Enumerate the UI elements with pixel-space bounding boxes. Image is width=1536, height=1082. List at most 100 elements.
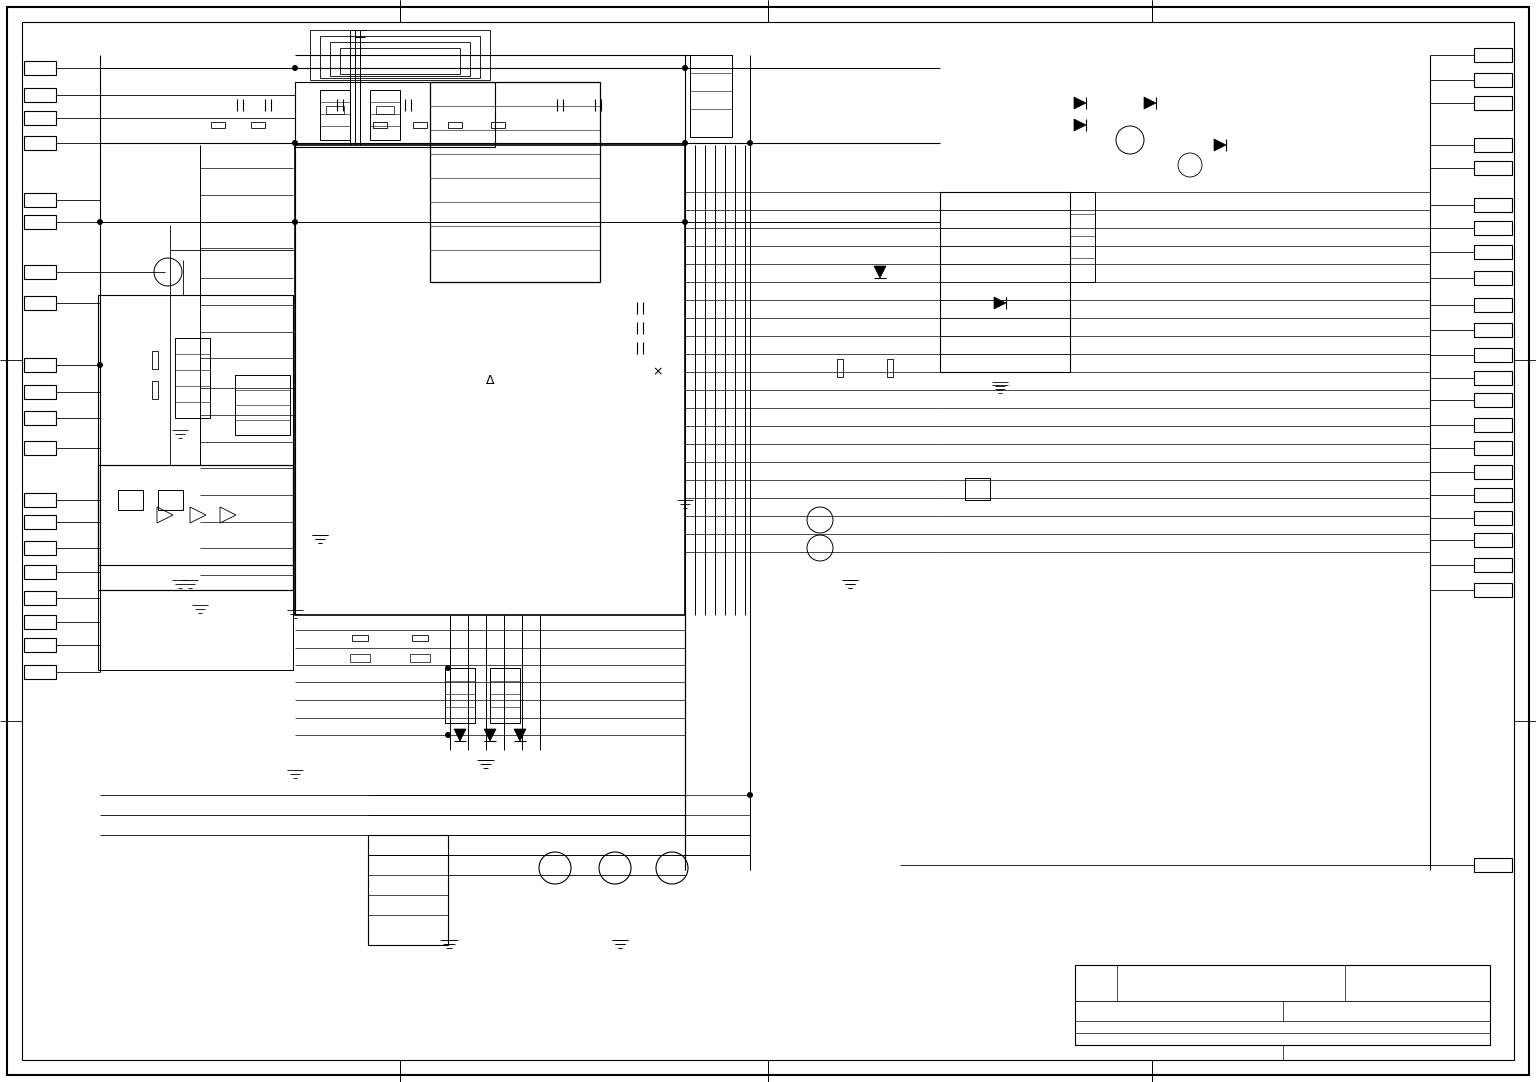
Polygon shape [874,266,886,278]
Circle shape [682,219,688,225]
Bar [25,111,55,126]
Bar [210,122,224,128]
Bar [376,106,395,114]
Bar [1475,96,1511,110]
Polygon shape [515,729,525,741]
Bar [1475,221,1511,235]
Bar [1475,488,1511,502]
Bar [940,192,1071,372]
Bar [152,381,158,399]
Bar [25,265,55,279]
Bar [25,565,55,579]
Bar [25,665,55,679]
Bar [445,668,475,723]
Bar [98,465,293,590]
Circle shape [746,140,753,146]
Circle shape [292,140,298,146]
Bar [837,359,843,377]
Bar [965,478,991,500]
Bar [1475,48,1511,62]
Bar [250,122,266,128]
Bar [1475,441,1511,456]
Bar [1475,270,1511,285]
Bar [1475,324,1511,337]
Bar [886,359,892,377]
Bar [449,122,462,128]
Bar [1475,348,1511,362]
Circle shape [746,792,753,799]
Bar [1075,965,1490,1045]
Bar [1475,72,1511,87]
Bar [158,490,183,510]
Bar [1475,161,1511,175]
Circle shape [292,219,298,225]
Bar [352,635,369,641]
Bar [330,42,470,76]
Polygon shape [1213,138,1226,151]
Bar [25,136,55,150]
Bar [25,385,55,399]
Text: Δ: Δ [485,373,495,386]
Circle shape [445,665,452,671]
Bar [98,295,293,565]
Circle shape [445,733,452,738]
Polygon shape [1074,119,1086,131]
Bar [430,82,601,282]
Bar [98,590,293,670]
Bar [1475,583,1511,597]
Bar [118,490,143,510]
Bar [25,493,55,507]
Bar [25,215,55,229]
Bar [25,591,55,605]
Bar [1475,418,1511,432]
Bar [295,82,495,147]
Circle shape [97,219,103,225]
Bar [370,90,399,140]
Bar [25,358,55,372]
Bar [25,193,55,207]
Bar [25,296,55,311]
Bar [1475,138,1511,151]
Bar [339,48,459,74]
Polygon shape [994,296,1006,309]
Circle shape [97,362,103,368]
Bar [25,515,55,529]
Bar [310,30,490,80]
Polygon shape [484,729,496,741]
Bar [373,122,387,128]
Bar [1475,511,1511,525]
Bar [492,122,505,128]
Bar [319,36,479,78]
Bar [1475,465,1511,479]
Bar [1475,393,1511,407]
Bar [1475,558,1511,572]
Bar [295,145,685,615]
Bar [25,441,55,456]
Bar [326,106,344,114]
Bar [1475,198,1511,212]
Bar [152,351,158,369]
Bar [690,55,733,137]
Bar [25,61,55,75]
Bar [1475,533,1511,547]
Bar [25,88,55,102]
Bar [413,122,427,128]
Bar [175,338,210,418]
Bar [25,638,55,652]
Bar [235,375,290,435]
Bar [410,654,430,662]
Bar [98,465,293,590]
Bar [490,668,521,723]
Bar [25,411,55,425]
Polygon shape [455,729,465,741]
Polygon shape [1144,97,1157,109]
Bar [350,654,370,662]
Bar [369,835,449,945]
Bar [1475,858,1511,872]
Bar [25,615,55,629]
Bar [412,635,429,641]
Bar [1475,245,1511,259]
Text: ×: × [653,366,664,379]
Bar [1071,192,1095,282]
Bar [319,90,350,140]
